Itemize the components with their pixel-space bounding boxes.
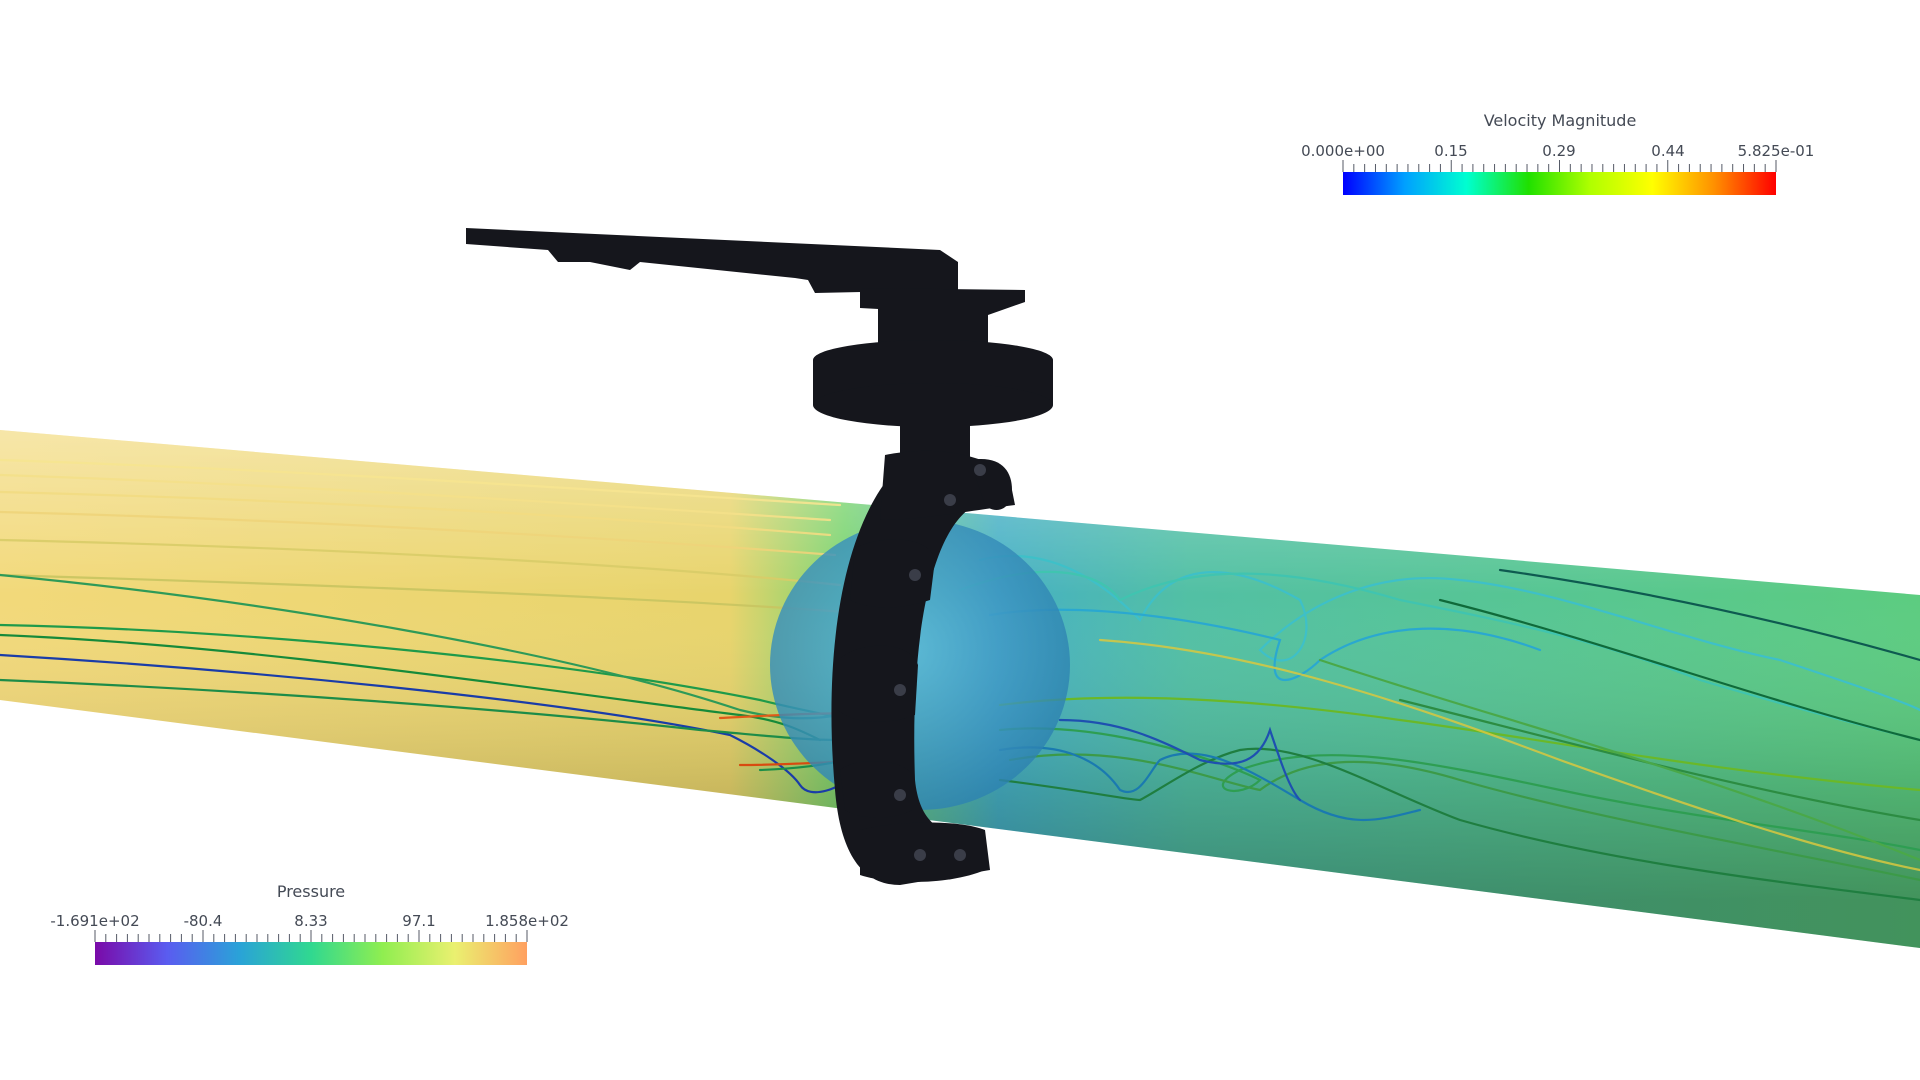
pressure-legend-ticks [94, 930, 528, 942]
bolt-hole [894, 684, 906, 696]
velocity-colorbar [1343, 172, 1776, 195]
valve-lug [840, 760, 912, 818]
velocity-tick-label: 0.29 [1542, 142, 1575, 160]
streamline [988, 608, 1542, 682]
handle-flange-bottom [813, 383, 1053, 427]
valve-ring [831, 450, 1015, 885]
pressure-tick-label: -1.691e+02 [50, 912, 139, 930]
streamline [0, 678, 842, 742]
streamline [998, 696, 1920, 792]
pressure-tick-label: -80.4 [184, 912, 223, 930]
streamline [1008, 753, 1920, 882]
pressure-tick-label: 8.33 [294, 912, 327, 930]
streamline [998, 727, 1920, 852]
streamline [0, 633, 822, 742]
bolt-hole [954, 849, 966, 861]
streamline [958, 570, 1920, 742]
bolt-hole [974, 464, 986, 476]
streamline [0, 538, 842, 587]
valve-handle [466, 228, 1053, 427]
velocity-tick-label: 0.44 [1651, 142, 1684, 160]
bolt-hole [914, 849, 926, 861]
butterfly-valve [466, 228, 1070, 885]
valve-lug [850, 539, 935, 608]
velocity-legend-ticks [1342, 160, 1777, 172]
streamline [0, 653, 862, 794]
velocity-legend-title: Velocity Magnitude [1484, 111, 1637, 130]
velocity-legend: Velocity Magnitude 0.000e+00 0.15 0.29 0… [1301, 111, 1814, 195]
velocity-tick-label: 5.825e-01 [1738, 142, 1815, 160]
streamline [1058, 718, 1302, 802]
streamline [1498, 568, 1920, 662]
velocity-tick-label: 0.15 [1434, 142, 1467, 160]
streamline [978, 554, 1920, 712]
streamline [0, 490, 832, 537]
streamline [0, 458, 842, 507]
bolt-hole [909, 569, 921, 581]
streamline [1098, 638, 1920, 872]
streamline [1438, 598, 1920, 742]
pressure-colorbar [95, 942, 527, 965]
streamline [998, 747, 1920, 902]
velocity-legend-labels: 0.000e+00 0.15 0.29 0.44 5.825e-01 [1301, 142, 1814, 160]
pressure-tick-label: 97.1 [402, 912, 435, 930]
pressure-legend: Pressure -1.691e+02 -80.4 8.33 97.1 1.85… [50, 882, 569, 965]
valve-bolt-holes [894, 464, 986, 861]
handle-lever [466, 228, 958, 293]
pressure-legend-labels: -1.691e+02 -80.4 8.33 97.1 1.858e+02 [50, 912, 569, 930]
pressure-legend-title: Pressure [277, 882, 345, 901]
streamline [998, 746, 1422, 822]
streamline [0, 510, 837, 557]
velocity-tick-label: 0.000e+00 [1301, 142, 1385, 160]
pressure-tick-label: 1.858e+02 [485, 912, 569, 930]
streamline [0, 573, 847, 614]
bolt-hole [944, 494, 956, 506]
streamline [1318, 658, 1920, 862]
streamline [0, 473, 832, 522]
valve-lug [838, 645, 918, 722]
bolt-hole [894, 789, 906, 801]
